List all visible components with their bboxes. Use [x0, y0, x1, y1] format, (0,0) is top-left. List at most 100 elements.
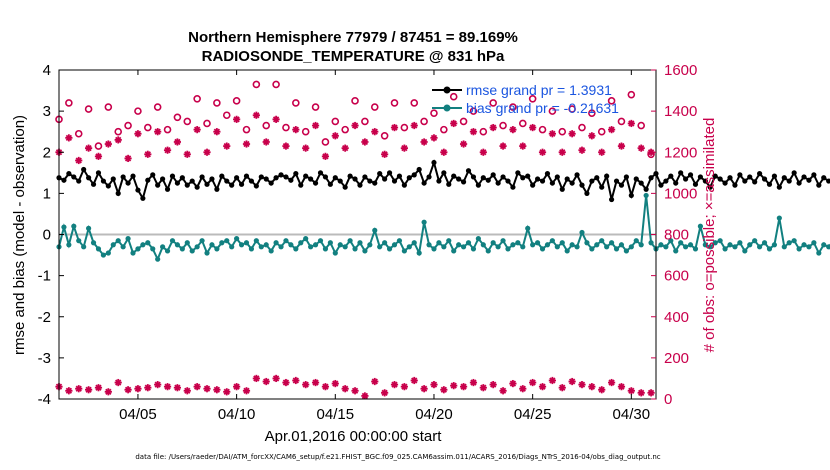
bias-point [761, 240, 768, 246]
obs-assimilated-point [193, 126, 201, 134]
rmse-point [115, 190, 121, 196]
asterisk-stroke [105, 140, 112, 148]
bias-point [382, 240, 388, 246]
obs-assimilated-point [292, 126, 300, 134]
obs-possible-point [617, 117, 626, 126]
bias-point [539, 246, 546, 252]
obs-assimilated-point [578, 381, 586, 389]
rmse-point [268, 180, 274, 186]
rmse-point [436, 178, 442, 184]
rmse-point [357, 182, 363, 188]
bias-point [702, 242, 708, 248]
obs-assimilated-point [331, 379, 339, 388]
rmse-point [752, 179, 758, 185]
obs-possible-point [134, 107, 142, 115]
asterisk-stroke [282, 142, 290, 150]
obs-assimilated-point [85, 144, 93, 152]
asterisk-stroke [332, 380, 339, 387]
asterisk-stroke [647, 389, 655, 396]
bias-point [406, 244, 412, 250]
y-tick-label: -1 [38, 268, 51, 285]
asterisk-stroke [598, 149, 605, 156]
bias-point [150, 246, 156, 252]
asterisk-stroke [174, 138, 181, 146]
obs-assimilated-point [607, 378, 616, 387]
bias-point [86, 225, 92, 231]
y-tick-label: -2 [38, 309, 51, 326]
rmse-point [717, 176, 723, 182]
bias-point [401, 248, 407, 254]
obs-assimilated-point [499, 387, 507, 395]
legend-rmse-marker [443, 86, 451, 94]
rmse-point [199, 174, 205, 180]
obs-assimilated-point [430, 381, 438, 389]
asterisk-stroke [470, 379, 477, 386]
rmse-point [347, 173, 353, 179]
bias-point [534, 240, 541, 246]
rmse-point [184, 182, 190, 188]
rmse-point [401, 182, 407, 188]
bias-point [712, 240, 718, 246]
obs-assimilated-point [489, 381, 497, 389]
bias-point [549, 238, 555, 244]
rmse-point [308, 176, 314, 182]
rmse-point [337, 178, 343, 184]
bias-point [806, 244, 812, 250]
rmse-point [431, 159, 437, 166]
y-right-tick-label: 200 [664, 350, 689, 367]
bias-point [278, 244, 284, 250]
y-tick-label: -3 [38, 350, 51, 367]
asterisk-stroke [85, 386, 92, 393]
legend-rmse-label: rmse grand pr = 1.3931 [466, 82, 612, 98]
rmse-point [386, 170, 393, 176]
bias-point [293, 246, 299, 252]
rmse-point [604, 173, 610, 179]
bias-point [816, 250, 822, 256]
rmse-point [189, 178, 195, 184]
obs-possible-point [568, 105, 576, 113]
obs-possible-point [173, 113, 182, 122]
asterisk-stroke [361, 392, 369, 400]
rmse-point [559, 186, 565, 192]
obs-assimilated-point [371, 128, 379, 136]
rmse-point [470, 174, 477, 180]
rmse-point [732, 182, 738, 188]
asterisk-stroke [272, 116, 280, 123]
bias-point [678, 240, 684, 246]
rmse-point [441, 170, 447, 176]
obs-assimilated-point [75, 385, 83, 393]
bias-point [742, 248, 748, 254]
obs-assimilated-point [598, 386, 606, 394]
rmse-point [643, 186, 649, 192]
rmse-point [145, 177, 151, 183]
asterisk-stroke [223, 142, 230, 150]
rmse-point [683, 176, 689, 182]
asterisk-stroke [529, 124, 536, 131]
asterisk-stroke [223, 388, 230, 395]
asterisk-stroke [115, 136, 122, 144]
asterisk-stroke [134, 130, 142, 137]
obs-assimilated-point [519, 142, 527, 150]
y-right-tick-label: 0 [664, 391, 672, 408]
bias-point [303, 236, 309, 242]
legend: rmse grand pr = 1.3931 bias grand pr = -… [432, 82, 619, 116]
y-right-tick-label: 600 [664, 268, 689, 285]
obs-assimilated-point [213, 128, 221, 136]
rmse-point [100, 178, 107, 184]
bias-point [781, 244, 787, 250]
rmse-point [426, 174, 432, 180]
obs-possible-point [607, 97, 616, 105]
asterisk-stroke [578, 381, 586, 388]
bias-point [569, 242, 575, 248]
obs-possible-point [292, 99, 300, 107]
asterisk-stroke [263, 378, 270, 385]
asterisk-stroke [174, 384, 181, 391]
rmse-point [421, 180, 427, 186]
rmse-point [248, 178, 255, 184]
obs-assimilated-point [529, 378, 537, 387]
asterisk-stroke [430, 381, 438, 388]
x-tick-label: 04/15 [317, 406, 355, 423]
rmse-point [796, 180, 802, 186]
bias-point [490, 240, 496, 246]
bias-point [125, 236, 131, 242]
